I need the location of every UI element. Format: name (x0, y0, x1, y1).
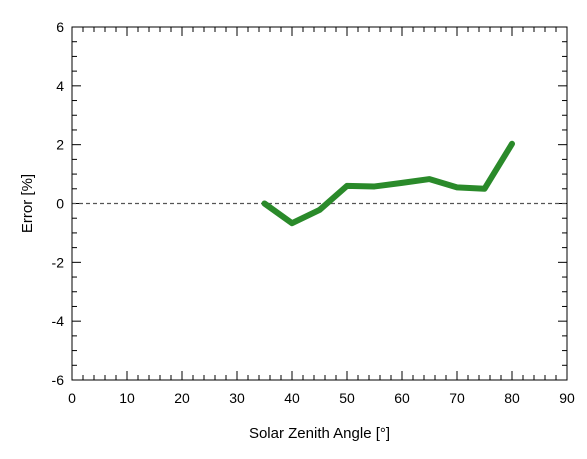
y-tick-label: -6 (52, 372, 65, 388)
y-tick-label: 0 (56, 196, 64, 212)
y-tick-labels: -6 -4 -2 0 2 4 6 (52, 19, 65, 388)
plot-frame (71, 26, 568, 381)
x-tick-labels: 0 10 20 30 40 50 60 70 80 90 (68, 390, 575, 406)
x-tick-label: 50 (339, 390, 355, 406)
x-tick-label: 80 (504, 390, 520, 406)
x-tick-label: 0 (68, 390, 76, 406)
y-axis-title: Error [%] (19, 174, 36, 233)
x-tick-label: 40 (284, 390, 300, 406)
y-tick-label: -2 (52, 254, 65, 270)
y-tick-label: 6 (56, 19, 64, 35)
x-tick-label: 20 (174, 390, 190, 406)
y-tick-label: -4 (52, 313, 65, 329)
x-tick-label: 10 (119, 390, 135, 406)
x-axis-title: Solar Zenith Angle [°] (249, 425, 390, 442)
x-tick-label: 30 (229, 390, 245, 406)
series-line (261, 140, 515, 227)
y-tick-label: 2 (56, 137, 64, 153)
minor-ticks (72, 27, 567, 380)
x-tick-label: 70 (449, 390, 465, 406)
y-tick-label: 4 (56, 78, 64, 94)
x-tick-label: 90 (559, 390, 575, 406)
x-tick-label: 60 (394, 390, 410, 406)
